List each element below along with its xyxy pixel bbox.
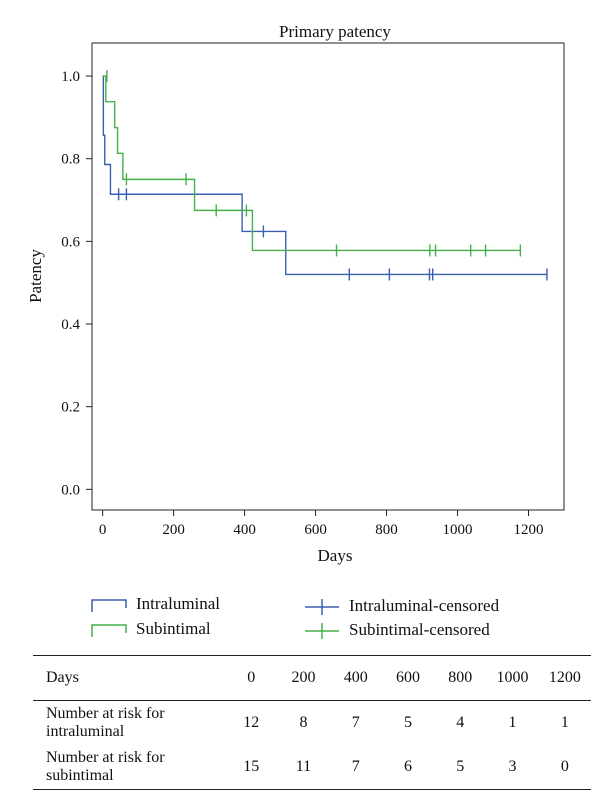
chart-title: Primary patency	[279, 22, 391, 41]
risk-table-header-row: Days 0 200 400 600 800 1000 1200	[33, 655, 591, 701]
risk-table-cell: 11	[277, 745, 330, 790]
axis-ticks: 0 200 400 600 800 1000 1200 0.0 0.2 0.4 0.6 0.8 1.0	[61, 69, 543, 538]
risk-table-day: 0	[225, 655, 278, 701]
risk-table-cell: 5	[403, 714, 412, 731]
series-line-subintimal	[102, 75, 521, 252]
risk-table-cell: 4	[456, 714, 465, 731]
y-tick-label: 0.0	[61, 482, 80, 498]
plot-frame	[91, 42, 565, 511]
risk-table-day: 400	[329, 655, 382, 701]
risk-label-line1: Number at risk for	[46, 749, 165, 766]
risk-table-cell: 3	[486, 745, 539, 790]
x-axis-label: Days	[318, 546, 353, 565]
risk-table-row-subintimal: Number at risk for subintimal 15 11 7 6 …	[33, 745, 591, 790]
risk-table-day: 200	[277, 655, 330, 701]
x-tick-label: 1200	[514, 522, 544, 538]
risk-table-cell: 0	[538, 745, 591, 790]
risk-table-cell: 1	[508, 714, 517, 731]
risk-table-row-intraluminal: Number at risk for intraluminal 12 8 7 5…	[33, 701, 591, 746]
chart-svg: Primary patency 0 200 400 600 800 1000 1200 0.0…	[26, 22, 565, 565]
risk-label-line2: intraluminal	[46, 723, 125, 740]
series-line-intraluminal	[102, 75, 547, 276]
y-axis-label: Patency	[26, 249, 45, 303]
x-tick-label: 1000	[443, 522, 473, 538]
risk-table-day: 800	[434, 655, 487, 701]
risk-table-day: 1000	[486, 655, 539, 701]
risk-label-line2: subintimal	[46, 767, 114, 784]
risk-table-cell: 7	[351, 714, 360, 731]
number-at-risk-table: Days 0 200 400 600 800 1000 1200 Number …	[33, 655, 591, 790]
risk-table-day: 600	[381, 655, 435, 701]
x-tick-label: 600	[304, 522, 327, 538]
y-tick-label: 0.8	[61, 152, 80, 168]
risk-table-day: 1200	[538, 655, 591, 701]
risk-table-row-label: Number at risk for subintimal	[33, 745, 226, 790]
x-tick-label: 0	[99, 522, 107, 538]
risk-table-cell: 6	[381, 745, 435, 790]
risk-table-cell: 7	[329, 745, 382, 790]
y-tick-label: 0.2	[61, 400, 80, 416]
risk-table-row-label: Number at risk for intraluminal	[33, 701, 225, 746]
y-tick-label: 0.4	[61, 317, 80, 333]
x-tick-label: 800	[375, 522, 398, 538]
risk-table-header-label: Days	[33, 655, 226, 701]
risk-label-line1: Number at risk for	[46, 705, 165, 722]
risk-table-cell: 8	[299, 714, 308, 731]
risk-table-cell: 12	[243, 714, 260, 731]
series-layer	[102, 70, 548, 281]
x-tick-label: 200	[162, 522, 185, 538]
risk-table-cell: 1	[560, 714, 569, 731]
risk-table-cell: 15	[225, 745, 278, 790]
y-tick-label: 0.6	[61, 234, 80, 250]
x-tick-label: 400	[233, 522, 256, 538]
risk-table-cell: 5	[434, 745, 487, 790]
y-tick-label: 1.0	[61, 69, 80, 85]
